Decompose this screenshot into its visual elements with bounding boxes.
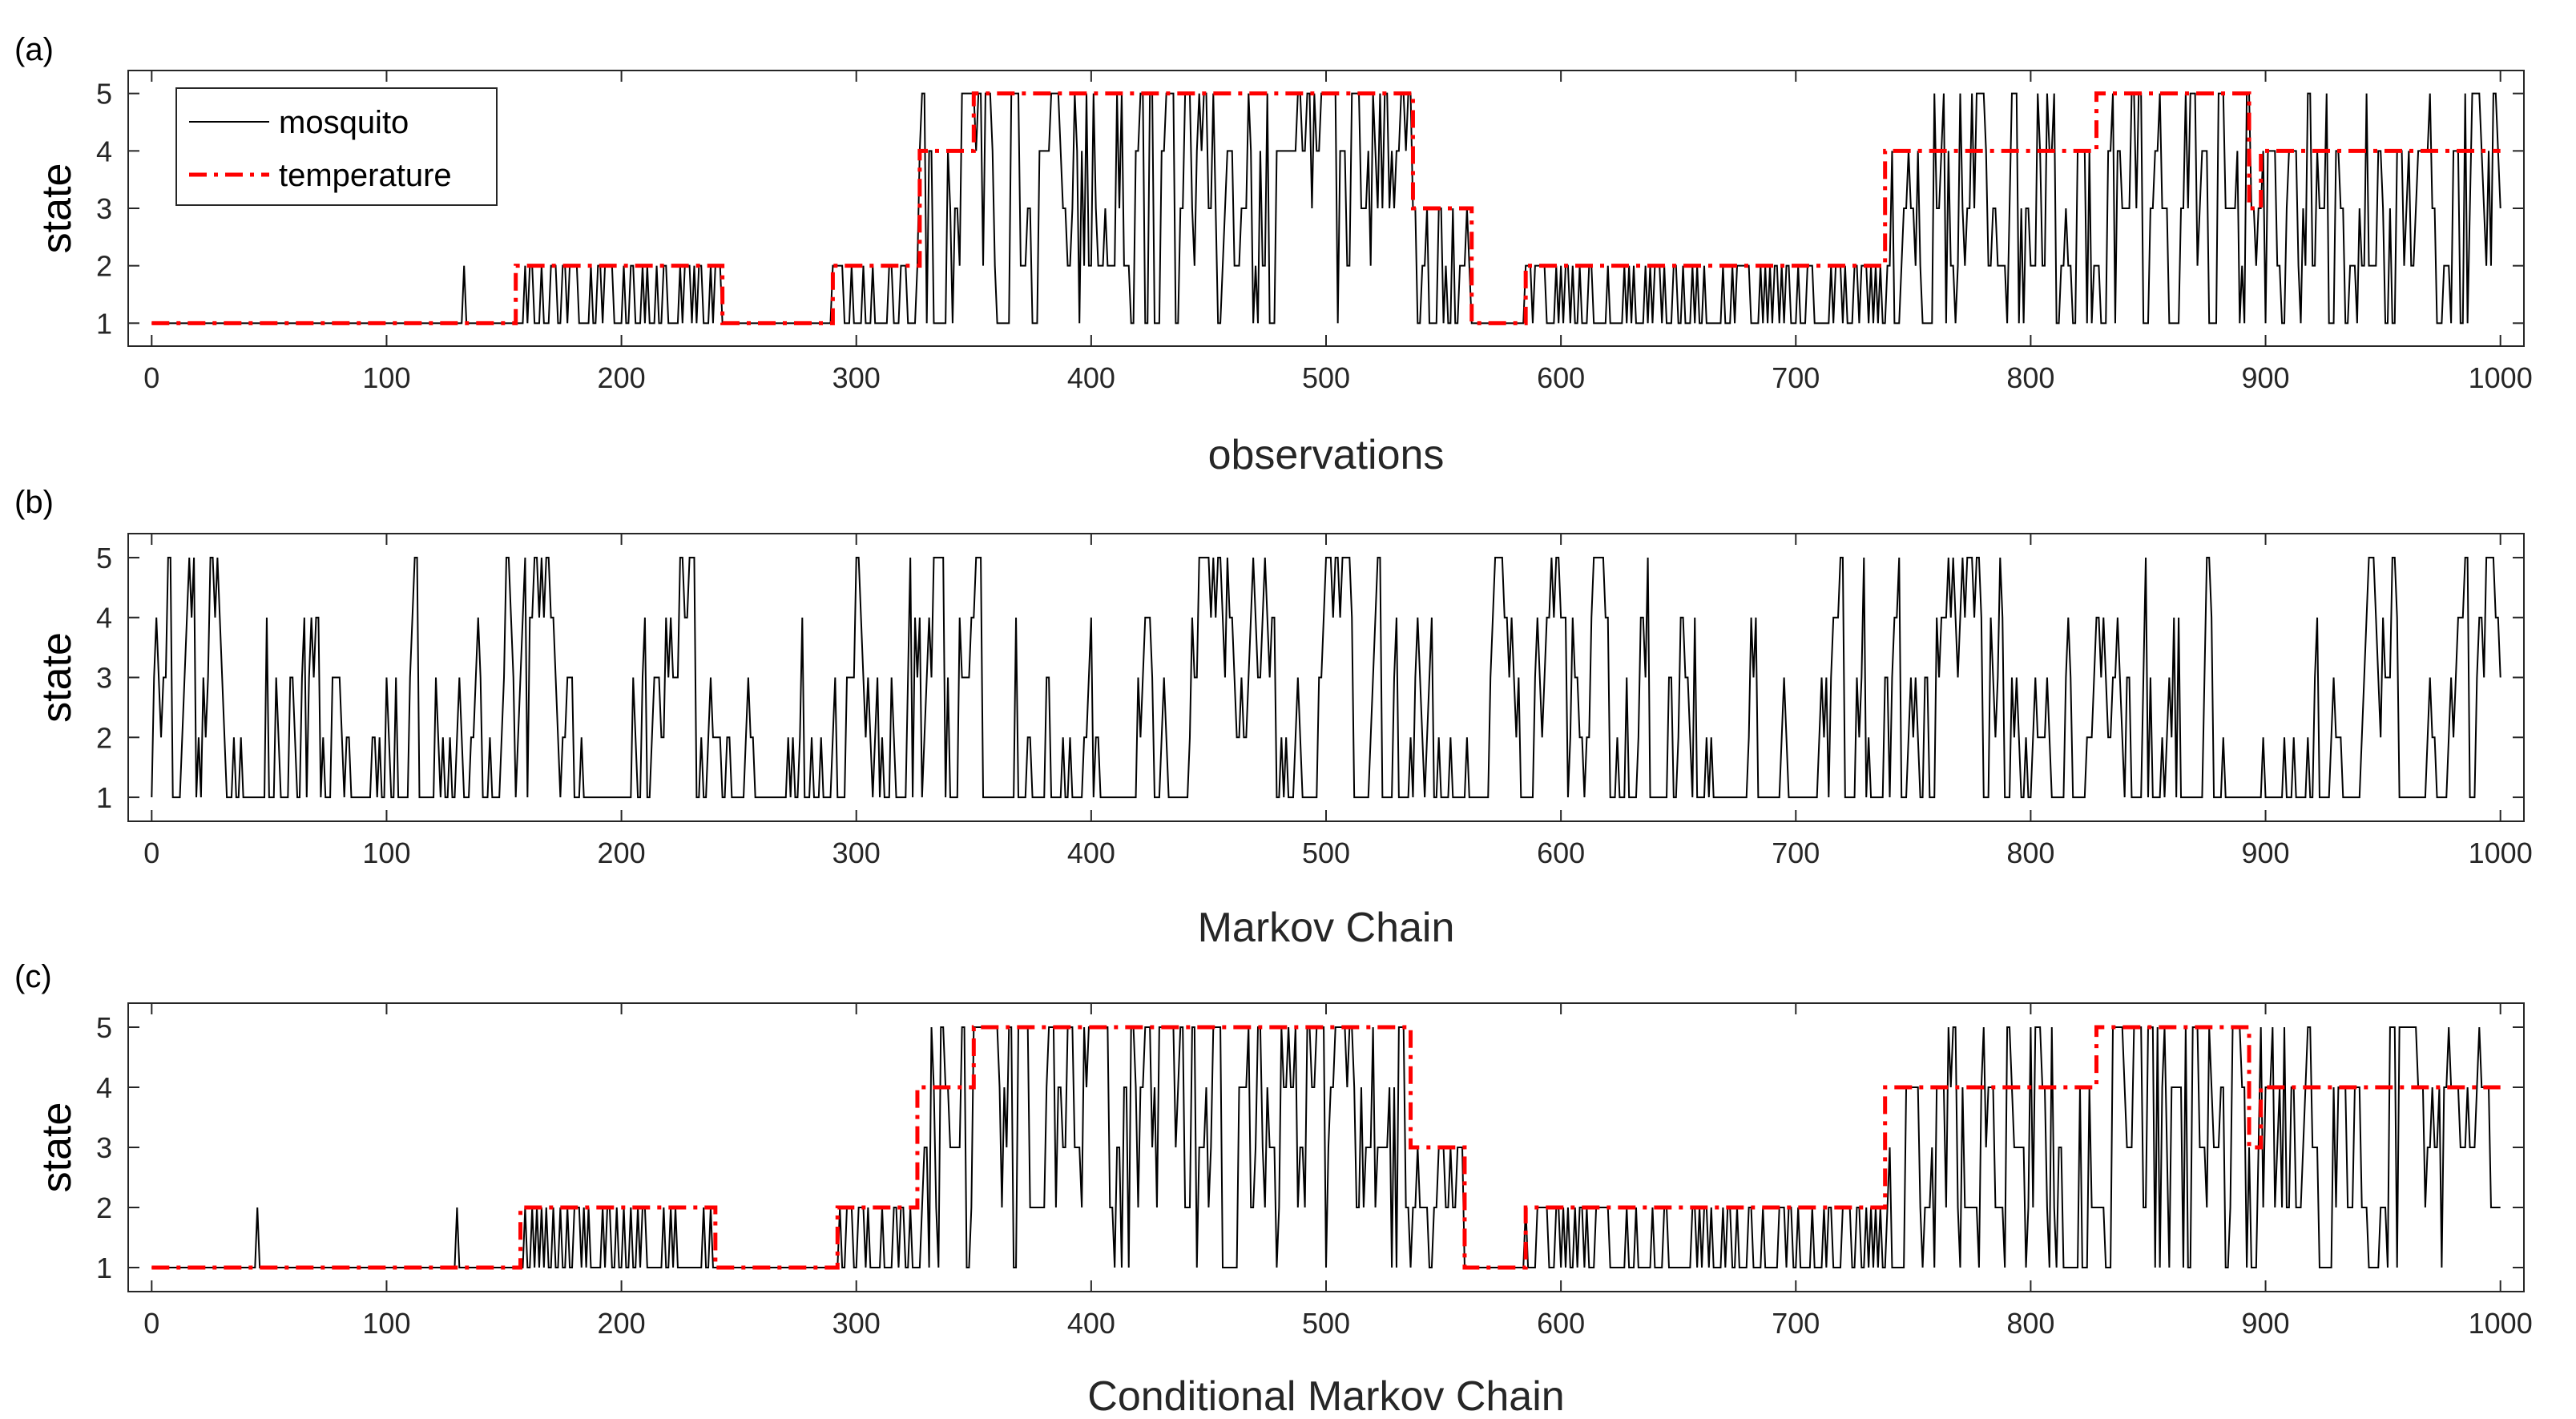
x-tick-label: 100 [362,361,410,394]
x-tick-label: 900 [2242,836,2290,869]
y-tick-label: 2 [96,721,112,754]
x-tick-label: 800 [2006,361,2054,394]
x-tick-label: 0 [143,836,159,869]
y-tick-label: 3 [96,662,112,695]
chart-panel-2: 0 100 200 300 400 500 600 700 800 900 1000 1 2 3 4 5 Con… [14,959,2533,1419]
chart-panel-0: 0 100 200 300 400 500 600 700 800 900 1000 1 2 3 4 5 obs… [14,32,2533,478]
x-tick-label: 500 [1302,1307,1350,1340]
x-axis-label: Conditional Markov Chain [1087,1373,1564,1419]
x-tick-label: 200 [598,361,646,394]
x-tick-label: 300 [832,361,881,394]
x-tick-label: 800 [2006,1307,2054,1340]
panel-label: (b) [14,485,54,520]
x-tick-label: 700 [1772,361,1820,394]
x-tick-label: 500 [1302,361,1350,394]
x-tick-label: 300 [832,1307,881,1340]
y-tick-label: 1 [96,1252,112,1284]
y-tick-label: 4 [96,602,112,635]
legend-label-mosquito: mosquito [279,105,409,140]
series-line-state-0 [151,92,2501,325]
y-tick-label: 2 [96,1191,112,1224]
x-tick-label: 0 [143,361,159,394]
x-tick-label: 200 [598,1307,646,1340]
x-tick-label: 100 [362,836,410,869]
y-tick-label: 5 [96,1011,112,1044]
y-axis-label: state [34,1103,80,1193]
x-axis-label: observations [1208,432,1445,478]
y-axis-label: state [34,163,80,254]
series-line-state-1 [151,556,2501,799]
y-tick-label: 4 [96,135,112,167]
series-line-temperature-2 [151,1025,2501,1270]
y-tick-label: 3 [96,1131,112,1164]
panel-label: (c) [14,959,52,994]
x-tick-label: 1000 [2469,836,2533,869]
x-tick-label: 200 [598,836,646,869]
y-tick-label: 1 [96,307,112,340]
y-tick-label: 1 [96,781,112,814]
x-tick-label: 600 [1537,361,1585,394]
x-tick-label: 900 [2242,361,2290,394]
panel-label: (a) [14,32,54,67]
y-axis-label: state [34,632,80,723]
x-tick-label: 700 [1772,836,1820,869]
y-tick-label: 3 [96,192,112,225]
legend-label-temperature: temperature [279,158,452,193]
x-tick-label: 1000 [2469,361,2533,394]
x-axis-label: Markov Chain [1198,905,1455,951]
y-tick-label: 5 [96,78,112,111]
x-tick-label: 400 [1067,836,1115,869]
series-line-temperature-0 [151,91,2501,325]
x-tick-label: 300 [832,836,881,869]
x-tick-label: 400 [1067,361,1115,394]
y-tick-label: 4 [96,1071,112,1104]
x-tick-label: 600 [1537,836,1585,869]
legend-box [175,87,498,206]
legend: mosquito temperature [175,87,498,206]
chart-panel-1: 0 100 200 300 400 500 600 700 800 900 1000 1 2 3 4 5 Mar… [14,485,2533,951]
x-tick-label: 0 [143,1307,159,1340]
x-tick-label: 900 [2242,1307,2290,1340]
x-tick-label: 500 [1302,836,1350,869]
x-tick-label: 1000 [2469,1307,2533,1340]
x-tick-label: 800 [2006,836,2054,869]
series-line-state-2 [151,1026,2501,1268]
y-tick-label: 2 [96,250,112,283]
x-tick-label: 400 [1067,1307,1115,1340]
x-tick-label: 100 [362,1307,410,1340]
x-tick-label: 700 [1772,1307,1820,1340]
x-tick-label: 600 [1537,1307,1585,1340]
y-tick-label: 5 [96,542,112,574]
